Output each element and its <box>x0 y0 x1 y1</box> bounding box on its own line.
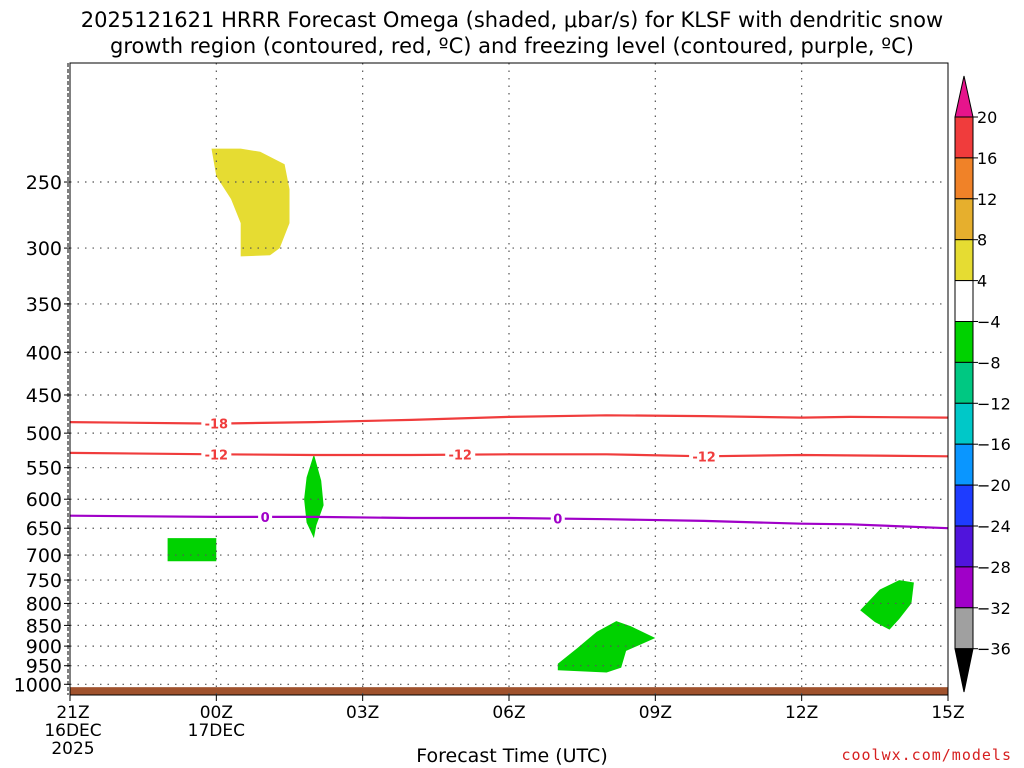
colorbar-label: −4 <box>977 313 1001 332</box>
x-tick-label: 12Z <box>785 703 818 723</box>
contour-label: 0 <box>261 511 270 526</box>
colorbar-bin <box>954 361 974 404</box>
colorbar-label: −24 <box>977 517 1011 536</box>
source-credit: coolwx.com/models <box>841 746 1012 764</box>
omega-region-1 <box>167 538 217 562</box>
contour-label: -12 <box>205 448 229 463</box>
y-tick-label: 300 <box>26 238 62 260</box>
y-tick-label: 950 <box>26 656 62 678</box>
y-tick-label: 350 <box>26 294 62 316</box>
omega-region-0 <box>211 148 290 257</box>
contour-label: -12 <box>448 449 472 464</box>
colorbar-bottom-triangle <box>954 648 974 693</box>
colorbar-bin <box>954 321 974 363</box>
x-tick-label: 17DEC <box>188 721 245 741</box>
x-axis-label: Forecast Time (UTC) <box>416 745 608 767</box>
colorbar-bin <box>954 402 974 445</box>
omega-region-4 <box>860 580 914 630</box>
y-tick-label: 650 <box>26 518 62 540</box>
contour-label-bg <box>445 447 476 462</box>
colorbar-bin <box>954 198 974 241</box>
y-tick-label: 900 <box>26 636 62 658</box>
colorbar-bin <box>954 607 974 650</box>
colorbar-bin <box>954 239 974 282</box>
y-tick-label: 500 <box>26 423 62 445</box>
colorbar-label: 16 <box>977 149 997 168</box>
contour-label-bg <box>201 416 232 431</box>
y-tick-label: 250 <box>26 172 62 194</box>
colorbar-label: 20 <box>977 108 997 127</box>
x-tick-label: 2025 <box>51 739 94 759</box>
contour-label: 0 <box>553 513 562 528</box>
y-tick-label: 400 <box>26 342 62 364</box>
colorbar-label: −16 <box>977 435 1011 454</box>
colorbar-label: −28 <box>977 558 1011 577</box>
y-tick-label: 450 <box>26 385 62 407</box>
colorbar-label: −32 <box>977 599 1011 618</box>
x-tick-label: 16DEC <box>44 721 101 741</box>
contour-label-bg <box>689 449 720 464</box>
colorbar-bin <box>954 525 974 568</box>
y-tick-label: 850 <box>26 615 62 637</box>
ground-surface <box>70 687 948 695</box>
contour-line--12 <box>69 451 949 458</box>
colorbar-top-triangle <box>954 75 974 118</box>
contour-label-bg <box>550 511 565 526</box>
colorbar-label: −20 <box>977 476 1011 495</box>
colorbar-bin <box>954 443 974 486</box>
x-tick-label: 15Z <box>931 703 964 723</box>
colorbar-label: −36 <box>977 640 1011 659</box>
contour-label-bg <box>201 447 232 462</box>
colorbar-label: 4 <box>977 272 987 291</box>
x-tick-label: 21Z <box>56 703 89 723</box>
colorbar-label: 8 <box>977 231 987 250</box>
chart-title-line2: growth region (contoured, red, ºC) and f… <box>110 34 914 58</box>
y-tick-label: 700 <box>26 545 62 567</box>
colorbar-bin <box>954 566 974 609</box>
contour-label-bg <box>258 509 273 524</box>
contour-label: -18 <box>205 418 229 433</box>
y-tick-label: 1000 <box>14 674 62 696</box>
colorbar-bin <box>954 157 974 200</box>
colorbar-bin <box>954 116 974 159</box>
x-tick-label: 09Z <box>639 703 672 723</box>
chart-title-line1: 2025121621 HRRR Forecast Omega (shaded, … <box>80 8 944 32</box>
y-tick-label: 800 <box>26 593 62 615</box>
y-tick-label: 550 <box>26 458 62 480</box>
colorbar-bin <box>954 484 974 527</box>
x-tick-label: 06Z <box>492 703 525 723</box>
colorbar-label: −12 <box>977 394 1011 413</box>
colorbar-label: 12 <box>977 190 997 209</box>
y-tick-label: 600 <box>26 489 62 511</box>
colorbar-label: −8 <box>977 353 1001 372</box>
contour-label: -12 <box>692 450 716 465</box>
colorbar-bin <box>954 280 974 323</box>
omega-region-3 <box>557 621 656 673</box>
y-tick-label: 750 <box>26 570 62 592</box>
x-tick-label: 00Z <box>200 703 233 723</box>
contour-line--18 <box>69 414 949 425</box>
x-tick-label: 03Z <box>346 703 379 723</box>
